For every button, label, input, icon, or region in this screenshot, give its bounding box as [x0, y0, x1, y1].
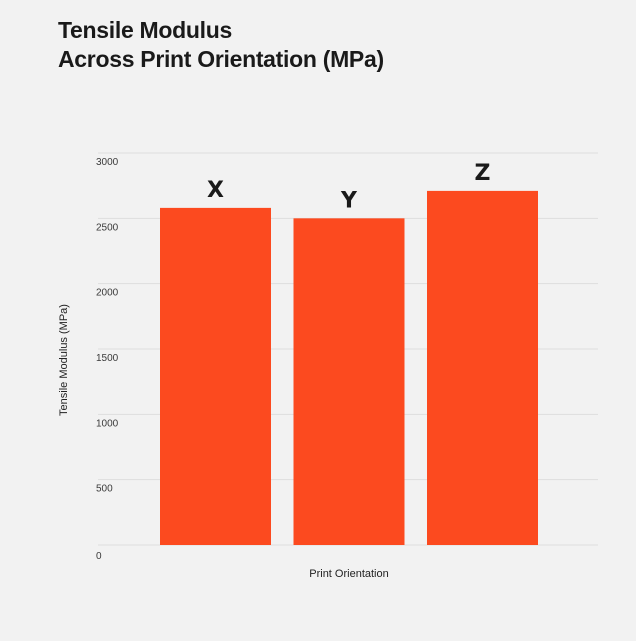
y-tick-label: 0 [96, 551, 102, 562]
chart-title-line-1: Tensile Modulus [58, 17, 232, 43]
y-tick-label: 2500 [96, 222, 119, 233]
y-axis-ticks: 0 500 1000 1500 2000 2500 3000 [96, 157, 119, 562]
chart-title: Tensile Modulus Across Print Orientation… [58, 16, 384, 74]
x-axis-title: Print Orientation [309, 568, 388, 580]
y-tick-label: 500 [96, 484, 113, 495]
bars [160, 190, 538, 546]
y-axis-title: Tensile Modulus (MPa) [58, 304, 70, 416]
y-tick-label: 3000 [96, 157, 119, 168]
bar-x [160, 207, 271, 545]
bar-y [293, 218, 405, 546]
bar-label-z: Z [475, 161, 491, 186]
chart-title-line-2: Across Print Orientation (MPa) [58, 46, 384, 72]
bar-z [427, 190, 538, 546]
bar-label-y: Y [340, 188, 358, 213]
y-tick-label: 1000 [96, 418, 119, 429]
bar-labels: X Y Z [207, 161, 490, 213]
y-tick-label: 1500 [96, 353, 119, 364]
y-tick-label: 2000 [96, 288, 119, 299]
bar-label-x: X [207, 178, 224, 203]
